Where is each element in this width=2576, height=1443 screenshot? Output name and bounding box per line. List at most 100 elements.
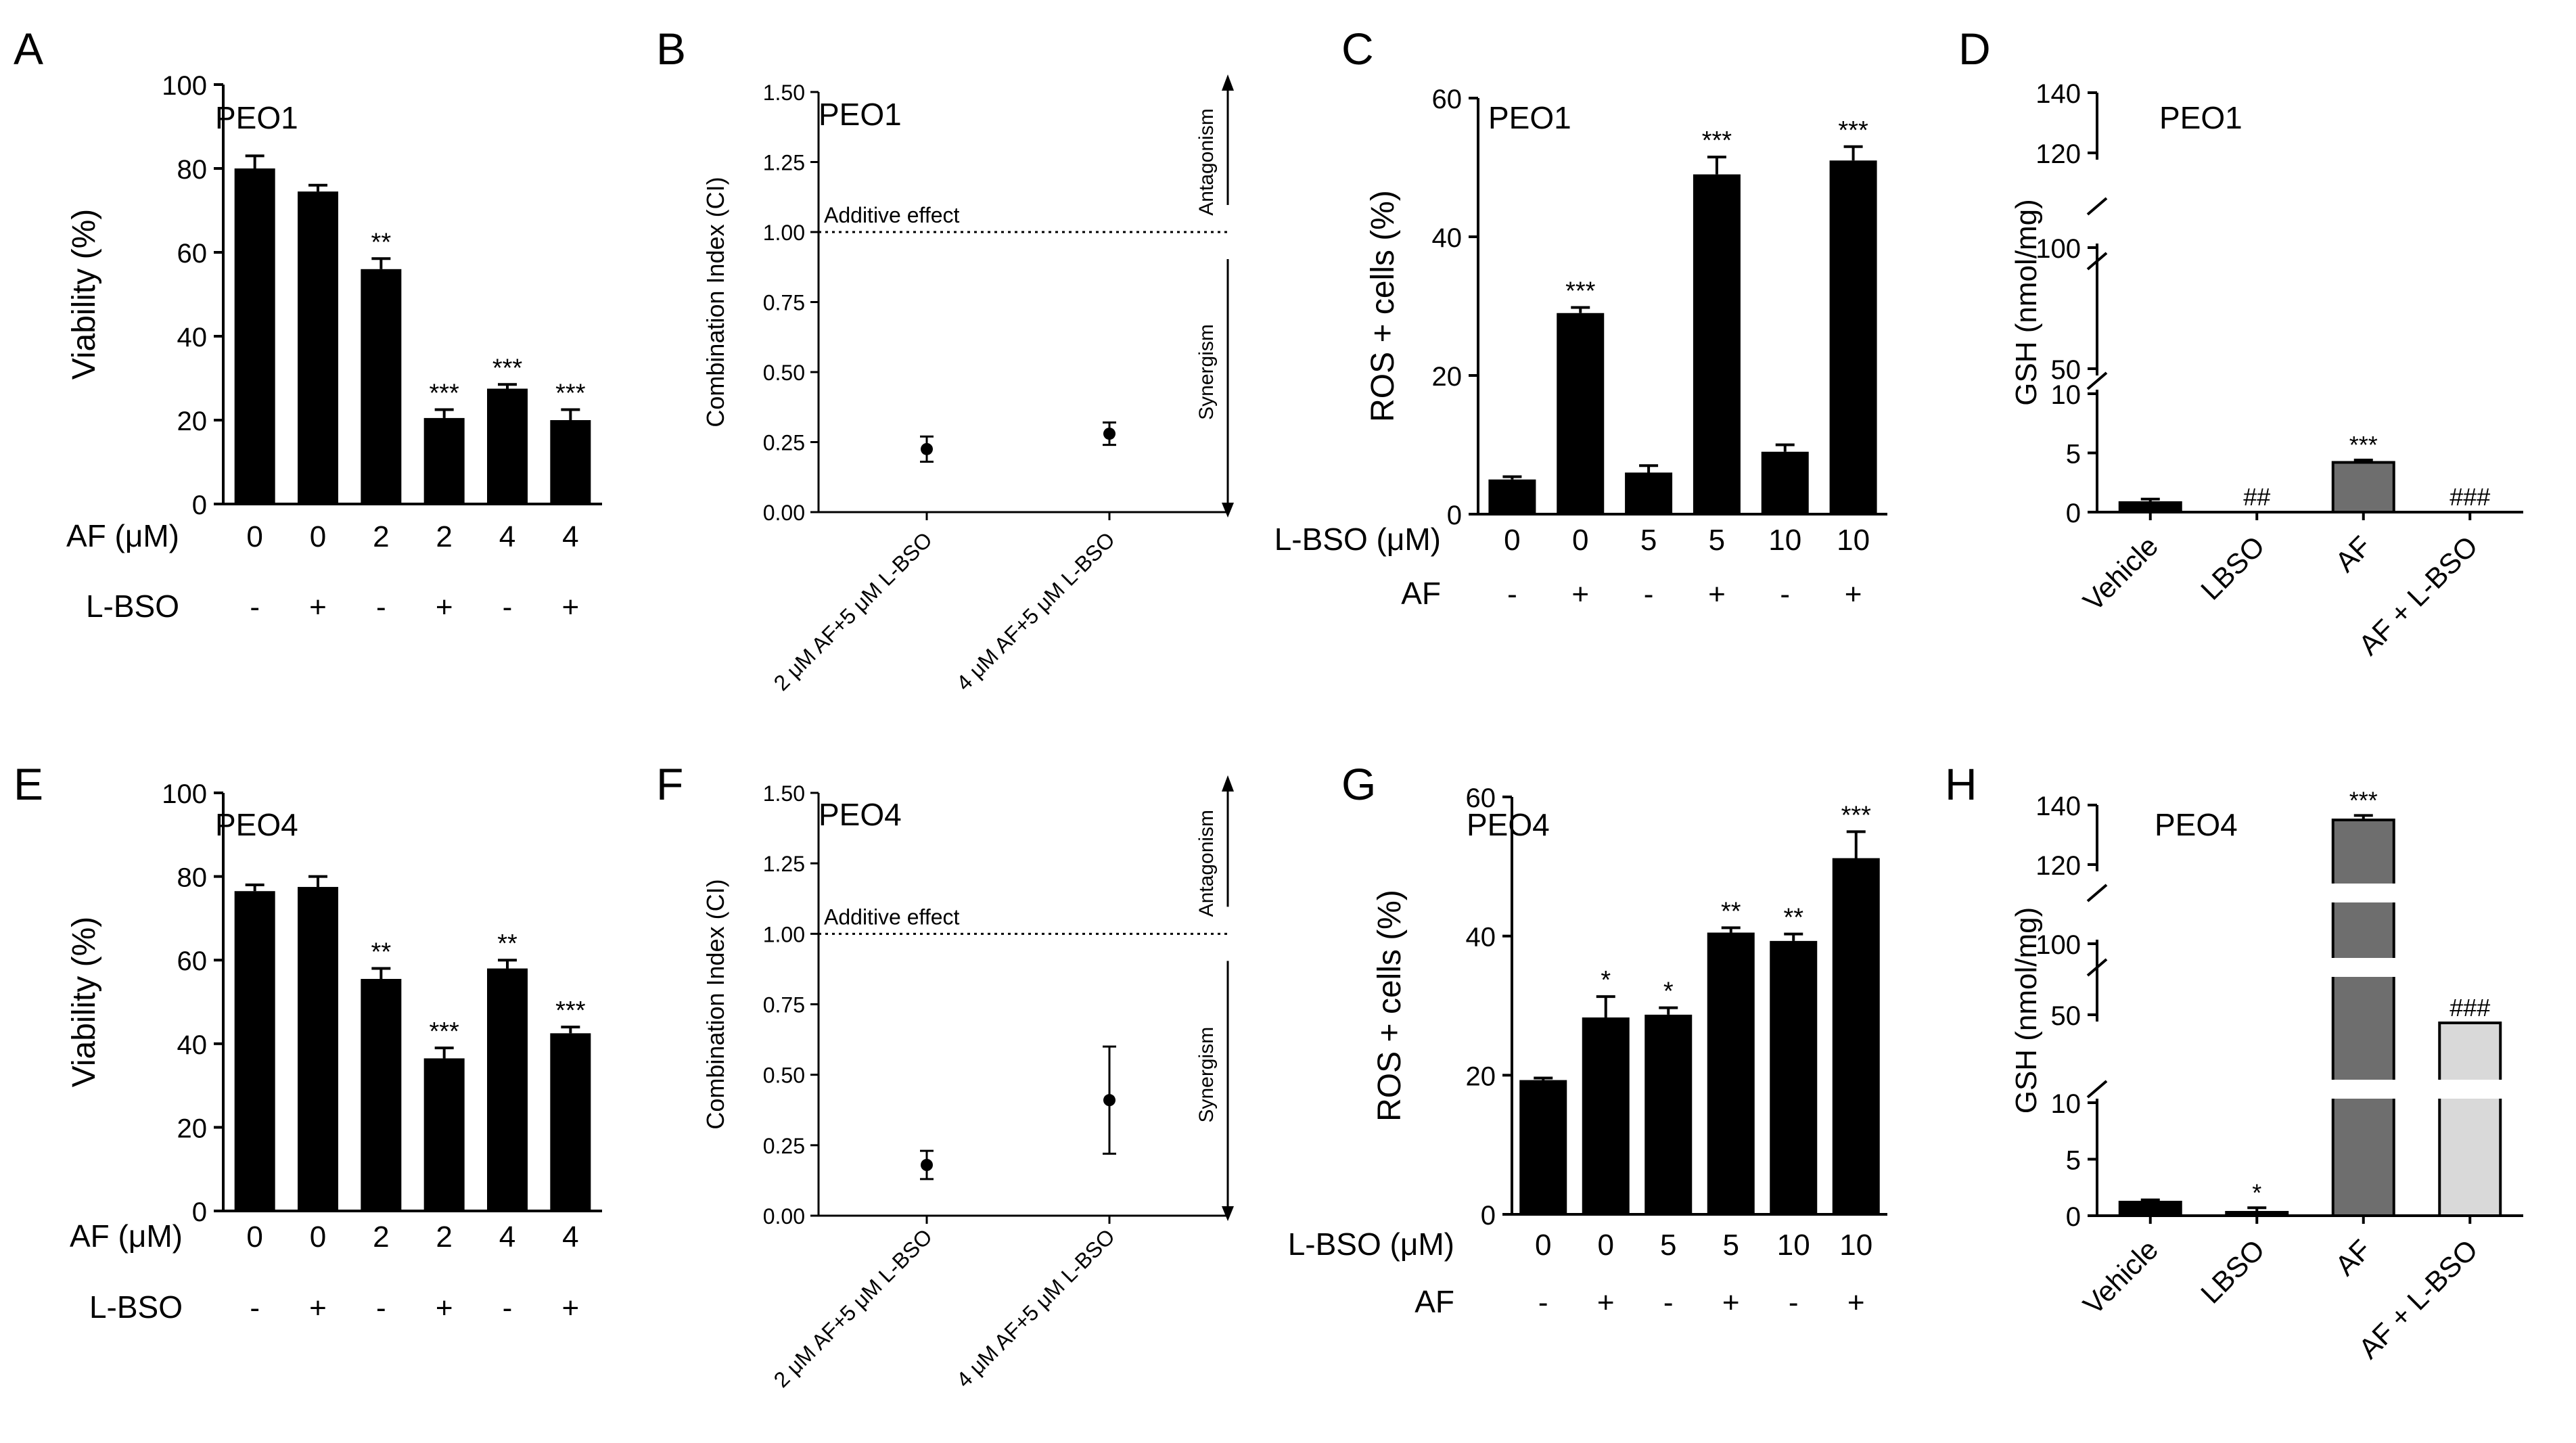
significance-label: ### [2450, 483, 2490, 511]
y-tick-label: 50 [2051, 1001, 2082, 1031]
bar [1829, 160, 1877, 514]
y-axis-label: GSH (nmol/mg) [2010, 199, 2043, 406]
bar [2438, 1022, 2502, 1217]
condition-value: - [1780, 578, 1790, 611]
y-tick-label: 0 [192, 490, 207, 520]
panel-letter: A [14, 24, 43, 74]
y-tick-label: 80 [177, 155, 208, 185]
condition-value: - [1663, 1286, 1674, 1319]
y-axis-label: Combination Index (CI) [702, 879, 729, 1129]
bar [1693, 174, 1741, 514]
y-tick-label: 40 [1466, 923, 1496, 953]
condition-value: 5 [1723, 1229, 1739, 1262]
condition-value: - [376, 591, 386, 624]
significance-label: *** [1565, 277, 1596, 306]
bar [361, 979, 402, 1211]
condition-row-label: AF [1401, 576, 1441, 611]
condition-value: 10 [1768, 524, 1801, 557]
y-tick-label: 140 [2036, 792, 2081, 821]
condition-value: - [250, 1291, 260, 1325]
condition-value: 0 [1598, 1229, 1614, 1262]
condition-value: 2 [373, 520, 389, 553]
condition-value: + [309, 1291, 327, 1325]
synergism-arrowhead [1222, 503, 1234, 518]
additive-effect-label: Additive effect [824, 904, 960, 929]
y-tick-label: 0 [192, 1197, 207, 1227]
condition-value: 4 [562, 1220, 578, 1254]
y-tick-label: 0.75 [763, 993, 805, 1017]
condition-value: - [1507, 578, 1517, 611]
bar [1761, 451, 1809, 514]
condition-value: - [1644, 578, 1654, 611]
bar [487, 968, 528, 1211]
condition-row-label: L-BSO [89, 1289, 183, 1325]
significance-label: ## [2243, 483, 2270, 511]
bar [2118, 1200, 2182, 1217]
data-point [1103, 1094, 1116, 1107]
y-tick-label: 1.50 [763, 781, 805, 806]
y-axis-label: Combination Index (CI) [702, 177, 729, 427]
bar [487, 388, 528, 504]
significance-label: ** [371, 228, 392, 256]
bar [2118, 501, 2182, 513]
condition-value: 0 [1504, 524, 1520, 557]
condition-value: + [1597, 1286, 1615, 1319]
significance-label: ** [1721, 897, 1741, 925]
bar [1644, 1014, 1693, 1214]
synergism-label: Synergism [1195, 1027, 1218, 1123]
condition-value: + [1847, 1286, 1865, 1319]
significance-label: *** [492, 354, 523, 382]
condition-value: 10 [1777, 1229, 1810, 1262]
condition-value: 5 [1660, 1229, 1676, 1262]
y-tick-label: 0.00 [763, 1204, 805, 1229]
y-tick-label: 0 [2066, 1202, 2081, 1232]
y-tick-label: 40 [1432, 223, 1463, 253]
bar [550, 1033, 591, 1211]
bar [298, 191, 338, 504]
panel-letter: D [1958, 24, 1991, 74]
y-tick-label: 0.25 [763, 431, 805, 455]
y-axis-label: ROS + cells (%) [1372, 890, 1408, 1122]
y-tick-label: 0.50 [763, 1063, 805, 1088]
y-tick-label: 60 [1432, 85, 1463, 114]
condition-value: - [503, 591, 513, 624]
y-tick-label: 0 [1447, 501, 1462, 530]
y-tick-label: 5 [2066, 440, 2081, 469]
y-tick-label: 60 [177, 946, 208, 976]
cell-line-label: PEO4 [215, 807, 298, 842]
bar-break-gap [2330, 1080, 2396, 1099]
bar [1488, 479, 1536, 514]
bar [1625, 472, 1673, 514]
panel-letter: C [1341, 24, 1374, 74]
bar [1770, 940, 1818, 1214]
y-tick-label: 20 [177, 407, 208, 436]
condition-value: - [503, 1291, 513, 1325]
y-tick-label: 100 [2036, 234, 2081, 264]
condition-value: + [309, 591, 327, 624]
condition-row-label: L-BSO [86, 589, 179, 624]
y-tick-label: 1.00 [763, 221, 805, 245]
bar [298, 887, 338, 1211]
condition-value: 2 [373, 1220, 389, 1254]
condition-row-label: L-BSO (μM) [1288, 1227, 1454, 1262]
y-axis-label: Viability (%) [66, 209, 102, 380]
additive-effect-label: Additive effect [824, 203, 960, 227]
synergism-arrowhead [1222, 1206, 1234, 1221]
y-tick-label: 40 [177, 323, 208, 352]
x-category-label: Vehicle [2077, 1233, 2164, 1321]
axis-break-mark [2086, 1080, 2108, 1099]
bar [1519, 1080, 1567, 1214]
condition-value: 0 [310, 520, 326, 553]
x-category-label: AF [2329, 530, 2377, 578]
x-category-label: LBSO [2194, 1233, 2270, 1309]
y-tick-label: 140 [2036, 79, 2081, 109]
bar [1557, 313, 1605, 514]
significance-label: ### [2450, 994, 2490, 1022]
x-category-label: 4 μM AF+5 μM L-BSO [952, 527, 1120, 695]
antagonism-label: Antagonism [1195, 108, 1218, 215]
y-tick-label: 10 [2051, 1089, 2082, 1119]
bar [361, 269, 402, 504]
condition-value: 0 [1572, 524, 1588, 557]
y-tick-label: 60 [177, 239, 208, 269]
